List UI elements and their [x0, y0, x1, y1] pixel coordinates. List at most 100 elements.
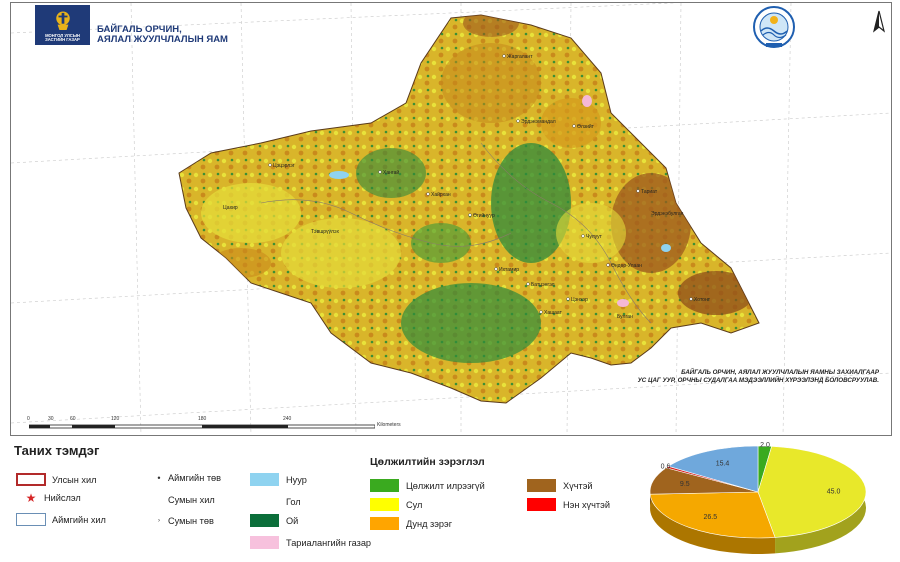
legend-desert-class: Нэн хүчтэй: [527, 498, 610, 511]
cropland-shape: [582, 95, 592, 107]
state-border-swatch: [16, 473, 46, 486]
legend-forest: Ой: [250, 514, 298, 527]
scale-bar: [29, 424, 375, 429]
legend-capital: ★ Нийслэл: [22, 491, 81, 505]
scale-tick-label: 240: [283, 416, 292, 422]
credit-line1: БАЙГАЛЬ ОРЧИН, АЯЛАЛ ЖУУЛЧЛАЛЫН ЯАМНЫ ЗА…: [681, 369, 879, 376]
pie-value-label: 45.0: [827, 489, 841, 496]
light-swatch: [370, 498, 399, 511]
map-canvas[interactable]: Цэцэрлэг Хангай Хайрхан Эрдэнэмандал Өлз…: [11, 3, 891, 435]
scale-tick-label: 120: [111, 416, 120, 422]
credit-text: БАЙГАЛЬ ОРЧИН, АЯЛАЛ ЖУУЛЧЛАЛЫН ЯАМНЫ ЗА…: [607, 369, 879, 385]
place-label: Эрдэнэбулган: [651, 211, 684, 217]
place-label: Цэнхэр: [571, 297, 588, 303]
severe-swatch: [527, 479, 556, 492]
place-label: Өлзийт: [577, 123, 595, 130]
legend-river: Гол: [250, 495, 301, 508]
cropland-swatch: [250, 536, 279, 549]
aimag-border-swatch: [16, 513, 46, 526]
region-raster: [178, 14, 760, 404]
place-label: Чулуут: [586, 234, 603, 240]
place-label: Эрдэнэмандал: [521, 119, 556, 125]
river-swatch: [250, 495, 279, 508]
institute-seal-icon: [753, 6, 795, 48]
legend-label: Гол: [286, 496, 301, 507]
soum-boundary: [480, 142, 652, 324]
map-frame: Цэцэрлэг Хангай Хайрхан Эрдэнэмандал Өлз…: [10, 2, 892, 436]
legend-soum-border: Сумын хил: [150, 495, 215, 505]
place-label: Тэвшрүүлэх: [311, 229, 339, 235]
legend-cropland: Тариалангийн газар: [250, 536, 371, 549]
credit-line2: УС ЦАГ УУР, ОРЧНЫ СУДАЛГАА МЭДЭЭЛЛИЙН ХҮ…: [637, 377, 879, 384]
aimag-center-dot-icon: •: [157, 473, 161, 483]
scale-tick-label: 60: [70, 416, 76, 422]
pie-slice: [757, 446, 867, 538]
scale-tick-label: 0: [27, 416, 30, 422]
pie-value-label: 15.4: [716, 461, 730, 468]
lake-swatch: [250, 473, 279, 486]
lake-shape: [329, 171, 349, 179]
capital-star-icon: ★: [25, 491, 37, 505]
very-severe-swatch: [527, 498, 556, 511]
scale-tick-label: 180: [198, 416, 207, 422]
forest-swatch: [250, 514, 279, 527]
pie-slice-side: [650, 494, 776, 554]
place-label: Хангай: [383, 169, 399, 176]
place-label: Жаргалант: [507, 54, 533, 60]
place-label: Хашаат: [544, 310, 563, 316]
scale-tick-label: 30: [48, 416, 54, 422]
legend-label: Нэн хүчтэй: [563, 499, 610, 510]
place-label: Батцэнгэл: [531, 282, 555, 288]
place-label: Ихтамир: [499, 267, 519, 273]
legend-label: Нуур: [286, 474, 307, 485]
place-label: Хотонт: [694, 297, 711, 303]
legend-desert-class: Сул: [370, 498, 422, 511]
legend-label: Цөлжилт илрээгүй: [406, 480, 485, 491]
no-desertification-swatch: [370, 479, 399, 492]
place-label: Тариат: [641, 189, 658, 195]
legend-label: Улсын хил: [52, 474, 97, 485]
place-label: Өндөр-Улаан: [611, 263, 642, 269]
north-arrow-icon: [872, 10, 886, 33]
ministry-title-line1: БАЙГАЛЬ ОРЧИН,: [97, 24, 182, 35]
pie-value-label: 9.5: [680, 481, 690, 488]
legend-label: Сумын хил: [168, 495, 215, 505]
lake-shape: [661, 244, 671, 252]
legend-aimag-border: Аймгийн хил: [16, 513, 106, 526]
place-label: Цэцэрлэг: [273, 163, 295, 169]
legend-label: Тариалангийн газар: [286, 537, 372, 548]
ministry-title: БАЙГАЛЬ ОРЧИН, АЯЛАЛ ЖУУЛЧЛАЛЫН ЯАМ: [97, 25, 228, 45]
desertification-pie-chart: 2.0 45.0 26.5 9.5 0.6 15.4: [649, 442, 867, 554]
legend-label: Аймгийн төв: [168, 473, 222, 483]
desertification-legend-title: Цөлжилтийн зэрэглэл: [370, 456, 485, 468]
legend-label: Нийслэл: [44, 493, 81, 503]
legend-label: Хүчтэй: [563, 480, 593, 491]
legend-desert-class: Цөлжилт илрээгүй: [370, 479, 485, 492]
legend-label: Ой: [286, 515, 299, 526]
moderate-swatch: [370, 517, 399, 530]
legend-label: Аймгийн хил: [52, 514, 106, 525]
soum-center-dot-icon: ›: [158, 518, 160, 524]
legend-soum-center: › Сумын төв: [150, 516, 214, 526]
ministry-title-line2: АЯЛАЛ ЖУУЛЧЛАЛЫН ЯАМ: [97, 34, 228, 45]
legend-title: Таних тэмдэг: [14, 443, 100, 458]
legend-state-border: Улсын хил: [16, 473, 97, 486]
place-label: Хайрхан: [431, 191, 451, 198]
legend-label: Сумын төв: [168, 516, 214, 526]
aimag-boundary: [260, 199, 512, 247]
soum-centers: [268, 54, 693, 314]
place-label: Өгийнуур: [473, 212, 495, 219]
logo-caption: МОНГОЛ УЛСЫН ЗАСГИЙН ГАЗАР: [45, 32, 80, 43]
pie-value-label: 2.0: [760, 442, 770, 449]
legend-label: Сул: [406, 499, 423, 510]
cropland-shape: [617, 299, 629, 307]
scale-unit-label: Kilometers: [377, 422, 401, 428]
soyombo-emblem-icon: [55, 11, 70, 30]
pie-slice: [667, 445, 759, 493]
legend-desert-class: Дунд зэрэг: [370, 517, 452, 530]
legend-desert-class: Хүчтэй: [527, 479, 593, 492]
place-label: Цахир: [223, 205, 238, 211]
government-logo: МОНГОЛ УЛСЫН ЗАСГИЙН ГАЗАР: [35, 5, 90, 45]
place-label: Булган: [617, 314, 633, 320]
legend-aimag-center: • Аймгийн төв: [150, 473, 221, 483]
